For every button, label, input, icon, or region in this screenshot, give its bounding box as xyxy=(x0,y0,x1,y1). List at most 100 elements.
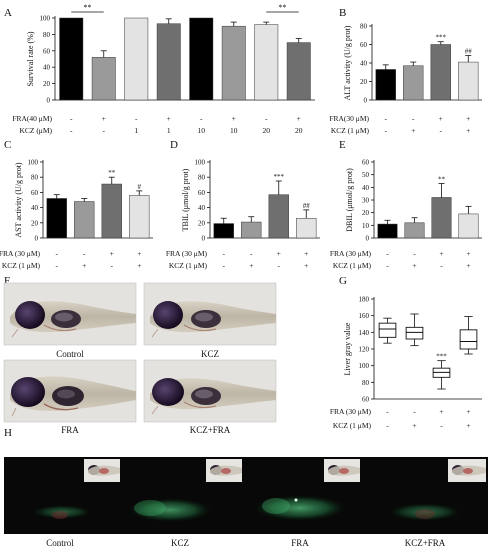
panel-letter-h: H xyxy=(4,427,12,439)
fluor-image-kcz-fra xyxy=(389,459,486,521)
bar xyxy=(296,217,317,239)
y-tick-label: 140 xyxy=(359,329,370,337)
bar xyxy=(241,221,262,239)
photo-label-kcz-fra: KCZ+FRA xyxy=(190,425,231,435)
y-tick-label: 0 xyxy=(202,235,206,243)
kcz-sign: 10 xyxy=(230,126,238,135)
y-tick-label: 20 xyxy=(43,80,51,88)
kcz-sign: + xyxy=(466,261,470,270)
significance-mark: ** xyxy=(84,3,92,12)
fish-photo-kcz xyxy=(143,282,277,346)
fra-sign: - xyxy=(56,249,59,258)
y-tick-label: 80 xyxy=(198,174,206,182)
y-tick-label: 20 xyxy=(362,209,370,217)
panel-letter-b: B xyxy=(339,7,346,19)
kcz-sign: + xyxy=(249,261,253,270)
fra-sign: + xyxy=(439,249,443,258)
kcz-sign: - xyxy=(111,261,114,270)
fluor-label-control: Control xyxy=(46,538,74,548)
y-tick-label: 0 xyxy=(47,97,51,105)
y-tick-label: 100 xyxy=(195,159,206,167)
y-tick-label: 80 xyxy=(360,23,368,31)
bar xyxy=(431,197,452,239)
kcz-sign: - xyxy=(440,421,443,430)
fra-sign: - xyxy=(386,407,389,416)
y-tick-label: 60 xyxy=(362,159,370,167)
kcz-sign: + xyxy=(466,126,470,135)
y-tick-label: 60 xyxy=(43,47,51,55)
row-label-fra: FRA (30 μM) xyxy=(166,249,208,258)
bar xyxy=(189,17,214,101)
bar xyxy=(430,44,451,101)
y-tick-label: 40 xyxy=(198,204,206,212)
fra-sign: + xyxy=(277,249,281,258)
y-tick-label: 60 xyxy=(198,189,206,197)
chart-c-ast: 0 20 40 60 80 100 AST activity (U/g prot) FRA (… xyxy=(0,159,153,270)
bar xyxy=(59,17,84,101)
fra-sign: + xyxy=(137,249,141,258)
row-label-kcz: KCZ (μM) xyxy=(19,126,52,135)
bar xyxy=(268,194,289,239)
y-tick-label: 40 xyxy=(43,64,51,72)
bar xyxy=(254,24,279,101)
panel-letter-a: A xyxy=(4,7,12,19)
significance-mark: ## xyxy=(303,202,311,210)
kcz-sign: - xyxy=(70,126,73,135)
y-axis-label: Liver gray value xyxy=(343,322,352,375)
kcz-sign: 20 xyxy=(263,126,271,135)
bar xyxy=(404,222,425,239)
y-tick-label: 120 xyxy=(359,346,370,354)
y-tick-label: 10 xyxy=(362,222,370,230)
photo-label-fra: FRA xyxy=(61,425,79,435)
fra-sign: + xyxy=(466,407,470,416)
panel-letter-g: G xyxy=(339,275,347,287)
chart-g-liver-gray: 60 80 100 120 140 160 180 Liver gray value FRA (… xyxy=(330,296,482,430)
fluor-label-fra: FRA xyxy=(291,538,309,548)
y-axis-label: TBIL (μmol/g prot) xyxy=(181,168,190,231)
kcz-sign: + xyxy=(412,261,416,270)
bar xyxy=(458,61,479,101)
y-tick-label: 0 xyxy=(364,97,368,105)
fluorescence-background xyxy=(4,457,488,534)
fluorescence-panel-h: Control KCZ FRA KCZ+FRA xyxy=(4,457,488,548)
kcz-sign: - xyxy=(386,261,389,270)
bar xyxy=(74,201,95,239)
fra-sign: - xyxy=(413,249,416,258)
kcz-sign: - xyxy=(56,261,59,270)
fra-sign: - xyxy=(412,114,415,123)
y-tick-label: 100 xyxy=(40,15,51,23)
row-label-kcz: KCZ (1 μM) xyxy=(331,126,370,135)
kcz-sign: - xyxy=(223,261,226,270)
fra-sign: - xyxy=(135,114,138,123)
fra-sign: + xyxy=(466,249,470,258)
photo-panel-f: Control KCZ FRA KCZ+FRA xyxy=(3,282,277,435)
kcz-sign: 1 xyxy=(134,126,138,135)
significance-mark: *** xyxy=(436,34,447,42)
bar xyxy=(124,17,149,101)
y-tick-label: 60 xyxy=(31,189,39,197)
row-label-kcz: KCZ (1 μM) xyxy=(333,421,372,430)
chart-e-dbil: 0 10 20 30 40 50 60 DBIL (μmol/g prot) FRA (30 μ… xyxy=(330,159,482,270)
bar xyxy=(156,23,181,101)
y-tick-label: 0 xyxy=(35,235,39,243)
bar xyxy=(101,183,122,239)
panel-letter-f: F xyxy=(4,275,10,287)
box xyxy=(405,326,424,340)
panel-letter-e: E xyxy=(339,139,346,151)
kcz-sign: + xyxy=(412,421,416,430)
kcz-sign: 1 xyxy=(167,126,171,135)
y-tick-label: 80 xyxy=(43,31,51,39)
kcz-sign: + xyxy=(137,261,141,270)
fra-sign: - xyxy=(70,114,73,123)
row-label-fra: FRA (30 μM) xyxy=(330,407,372,416)
fra-sign: + xyxy=(466,114,470,123)
box xyxy=(459,329,478,350)
significance-mark: *** xyxy=(436,353,447,361)
fluor-label-kcz-fra: KCZ+FRA xyxy=(405,538,446,548)
y-tick-label: 100 xyxy=(28,159,39,167)
y-tick-label: 60 xyxy=(362,396,370,404)
photo-label-kcz: KCZ xyxy=(201,349,219,359)
fra-sign: + xyxy=(439,407,443,416)
y-tick-label: 40 xyxy=(31,204,39,212)
